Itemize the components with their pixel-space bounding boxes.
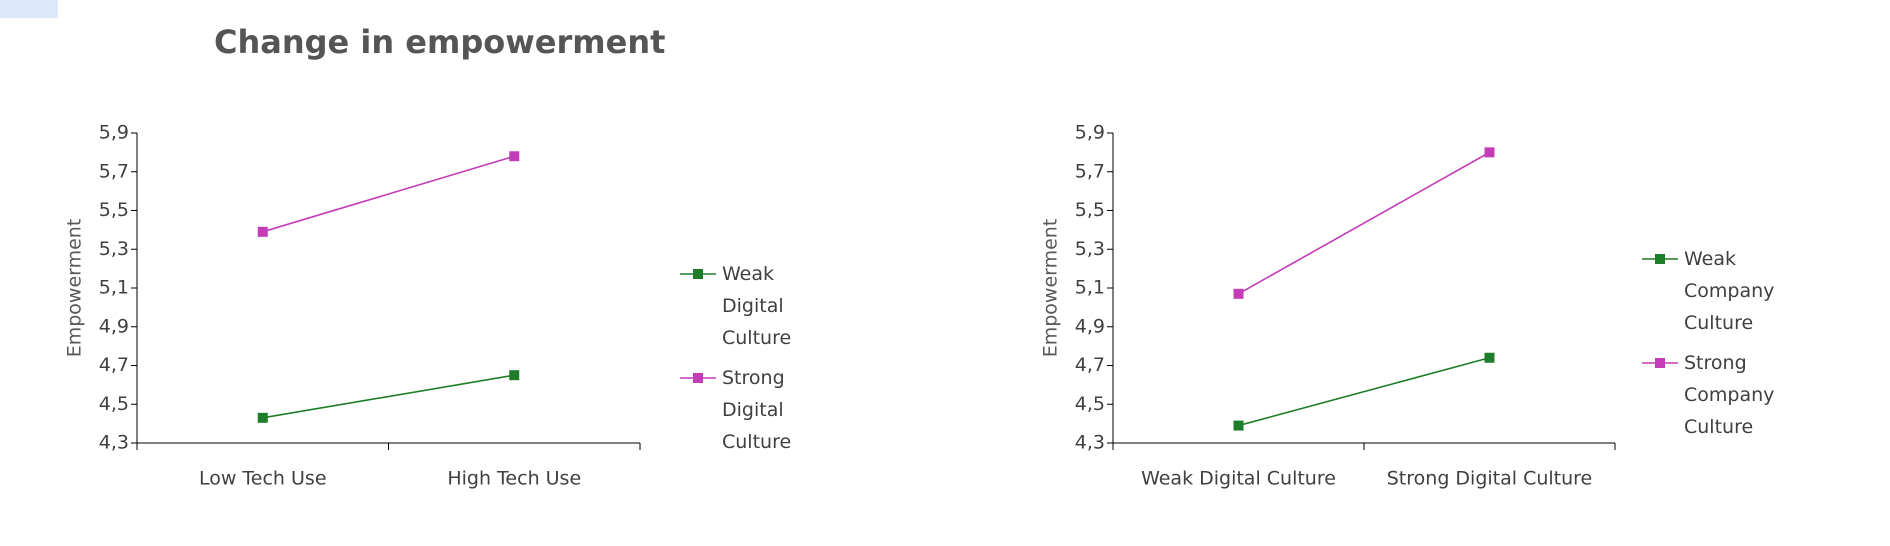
data-point	[1233, 420, 1244, 431]
legend-marker	[693, 373, 703, 383]
data-point	[257, 412, 268, 423]
y-tick-label: 4,7	[99, 354, 129, 376]
legend-entry: Weak Digital Culture	[678, 258, 828, 354]
y-tick-label: 5,3	[99, 238, 129, 260]
y-tick-label: 5,9	[99, 122, 129, 144]
x-tick-label: Weak Digital Culture	[1141, 468, 1336, 490]
y-tick-label: 4,3	[1075, 432, 1105, 454]
y-tick-label: 5,5	[1075, 199, 1105, 221]
legend-label: Strong Company Culture	[1684, 352, 1775, 438]
x-tick-label: Strong Digital Culture	[1387, 468, 1593, 490]
data-point	[1484, 147, 1495, 158]
y-tick-label: 5,1	[1075, 277, 1105, 299]
legend-label: Weak Company Culture	[1684, 248, 1775, 334]
y-tick-label: 5,3	[1075, 238, 1105, 260]
series-line	[262, 155, 515, 233]
legend-entry: Strong Company Culture	[1640, 347, 1790, 443]
legend-marker	[1655, 358, 1665, 368]
legend-swatch	[680, 269, 716, 279]
legend-swatch	[1642, 358, 1678, 368]
data-point	[509, 370, 520, 381]
legend-swatch	[680, 373, 716, 383]
chart-title: Change in empowerment	[214, 23, 665, 61]
legend-label: Weak Digital Culture	[722, 263, 792, 349]
y-tick-label: 5,1	[99, 277, 129, 299]
legend: Weak Digital Culture Strong Digital Cultu…	[678, 258, 828, 466]
legend-entry: Weak Company Culture	[1640, 243, 1790, 339]
series-line	[1238, 151, 1490, 295]
y-tick-label: 4,9	[1075, 315, 1105, 337]
legend-marker	[693, 269, 703, 279]
legend-entry: Strong Digital Culture	[678, 362, 828, 458]
selection-corner	[0, 0, 58, 18]
series-line	[1238, 356, 1490, 427]
legend-label: Strong Digital Culture	[722, 367, 792, 453]
y-tick-label: 4,9	[99, 315, 129, 337]
x-tick-label: High Tech Use	[447, 468, 581, 490]
data-point	[1233, 288, 1244, 299]
x-tick-label: Low Tech Use	[199, 468, 327, 490]
legend-marker	[1655, 254, 1665, 264]
y-tick-label: 5,9	[1075, 122, 1105, 144]
legend: Weak Company Culture Strong Company Cultu…	[1640, 243, 1790, 451]
data-point	[257, 226, 268, 237]
y-tick-label: 5,7	[99, 160, 129, 182]
y-axis-label: Empowerment	[1040, 219, 1062, 358]
y-tick-label: 5,7	[1075, 160, 1105, 182]
y-tick-label: 4,3	[99, 432, 129, 454]
data-point	[1484, 352, 1495, 363]
y-axis-label: Empowerment	[64, 219, 86, 358]
y-tick-label: 5,5	[99, 199, 129, 221]
legend-swatch	[1642, 254, 1678, 264]
data-point	[509, 151, 520, 162]
y-tick-label: 4,5	[99, 393, 129, 415]
series-line	[262, 374, 515, 419]
y-tick-label: 4,5	[1075, 393, 1105, 415]
y-tick-label: 4,7	[1075, 354, 1105, 376]
